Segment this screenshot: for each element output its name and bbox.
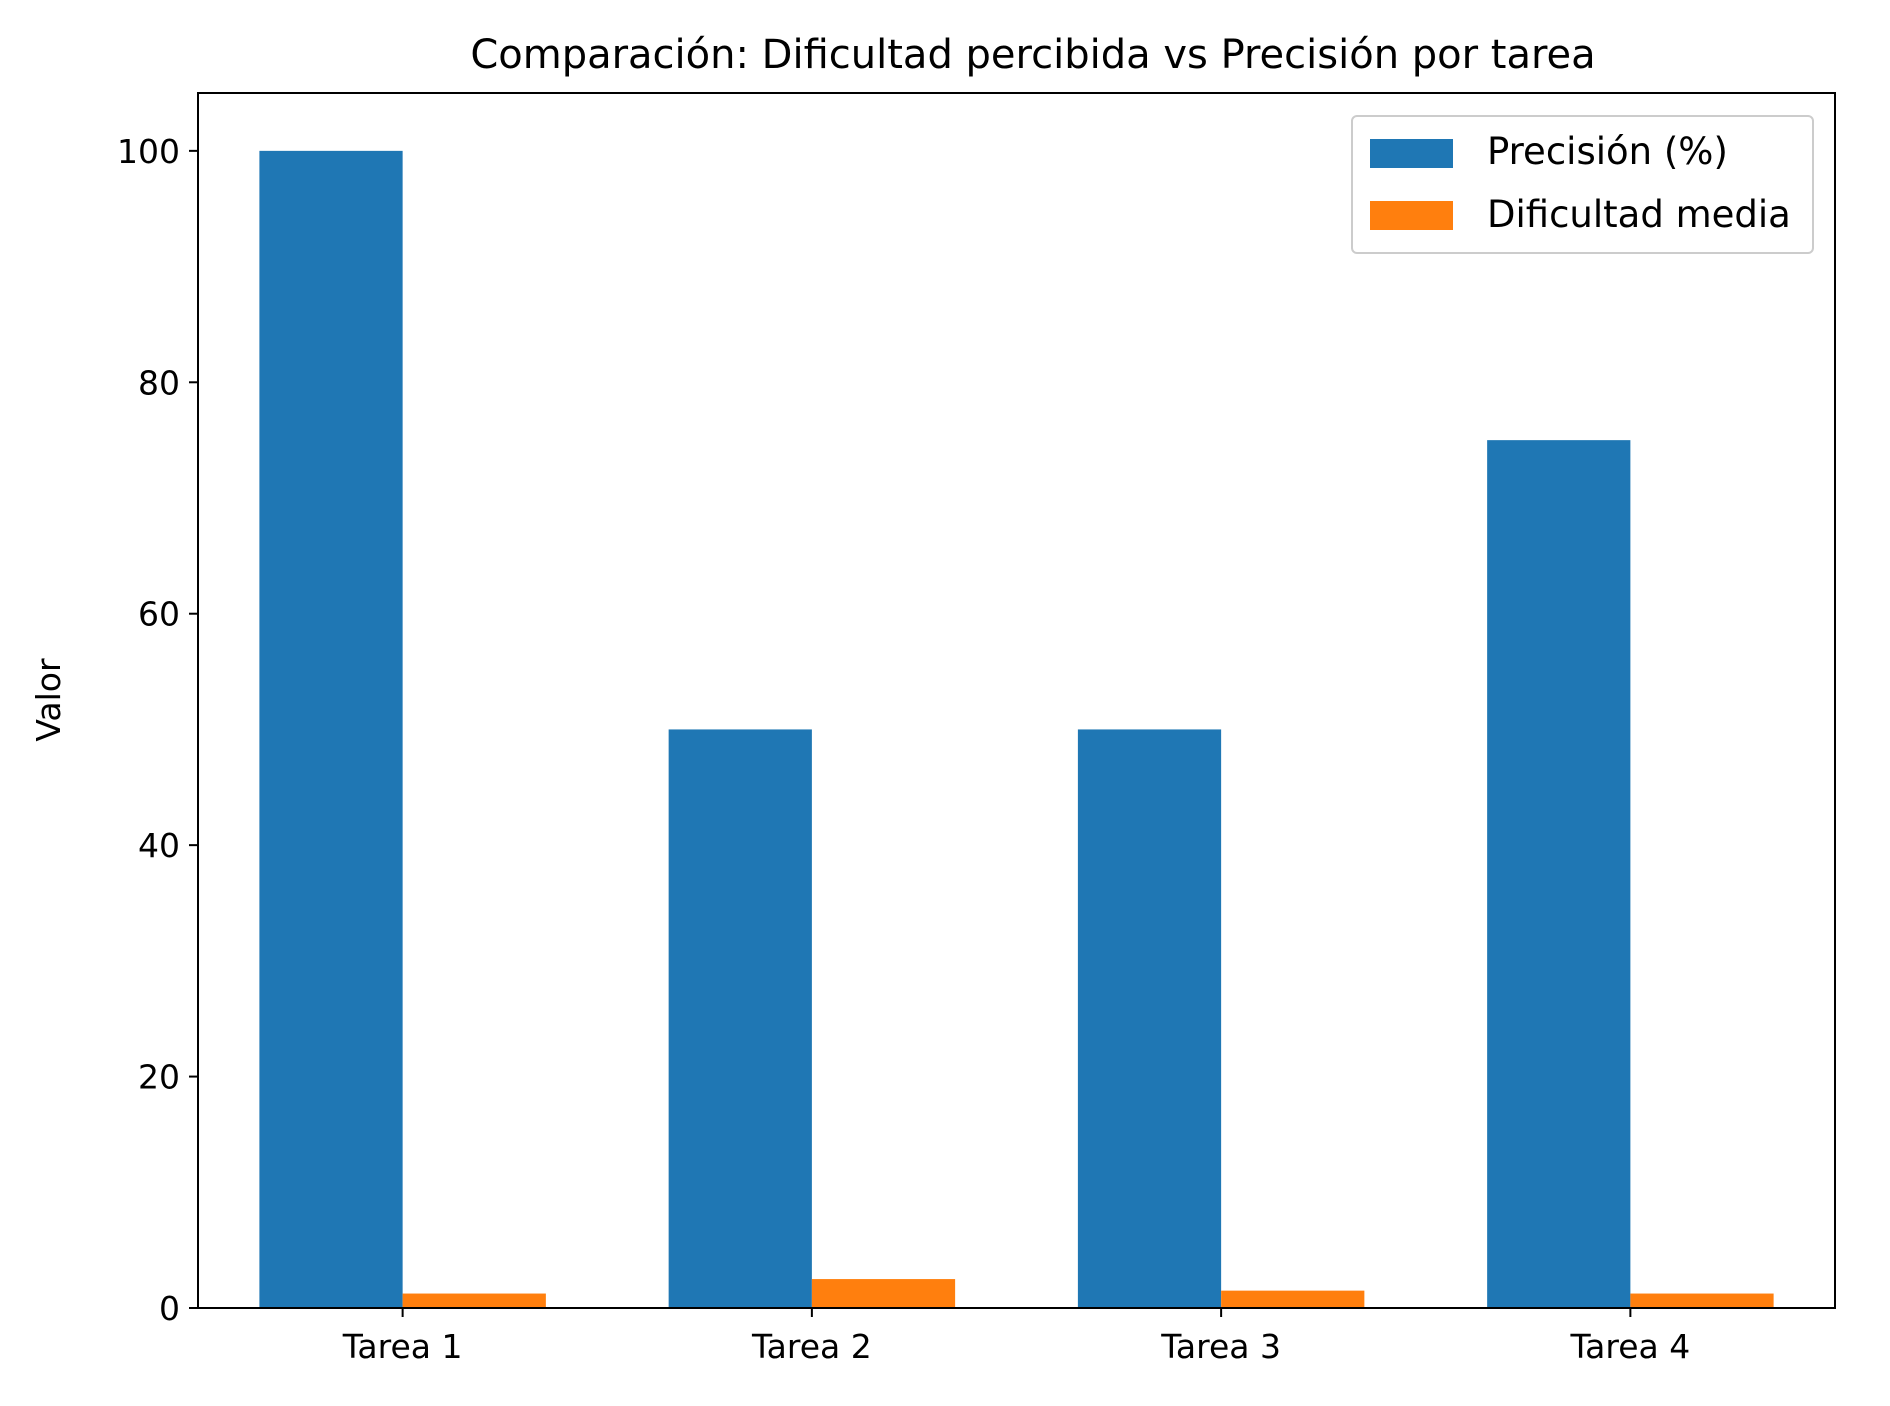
y-axis-label: Valor — [29, 658, 68, 742]
bar-difficulty-1 — [402, 1293, 546, 1308]
bar-difficulty-3 — [1221, 1290, 1365, 1308]
y-axis: 0 20 40 60 80 100 — [117, 132, 198, 1328]
legend-frame — [1351, 115, 1814, 254]
x-tick-label-2: Tarea 2 — [751, 1327, 872, 1366]
legend-label-precision: Precisión (%) — [1487, 130, 1728, 173]
x-tick-label-3: Tarea 3 — [1160, 1327, 1281, 1366]
x-tick-label-1: Tarea 1 — [342, 1327, 463, 1366]
x-tick-label-4: Tarea 4 — [1569, 1327, 1690, 1366]
legend: Precisión (%) Dificultad media — [1351, 115, 1814, 254]
y-tick-label-60: 60 — [138, 595, 180, 634]
bar-precision-2 — [668, 729, 812, 1308]
bar-difficulty-4 — [1630, 1293, 1774, 1308]
legend-swatch-difficulty — [1370, 201, 1453, 230]
y-tick-label-40: 40 — [138, 826, 180, 865]
bar-precision-4 — [1487, 440, 1631, 1308]
y-tick-label-80: 80 — [138, 363, 180, 402]
y-tick-label-100: 100 — [117, 132, 180, 171]
y-tick-label-0: 0 — [159, 1289, 180, 1328]
bar-precision-1 — [259, 150, 403, 1309]
y-tick-label-20: 20 — [138, 1058, 180, 1097]
bar-difficulty-2 — [811, 1279, 956, 1308]
x-axis: Tarea 1 Tarea 2 Tarea 3 Tarea 4 — [342, 1308, 1690, 1366]
plot-frame — [197, 92, 1836, 1309]
chart-title: Comparación: Dificultad percibida vs Pre… — [470, 32, 1595, 78]
bar-precision-3 — [1077, 729, 1222, 1308]
bars-group — [259, 150, 1774, 1309]
legend-label-difficulty: Dificultad media — [1487, 193, 1791, 236]
legend-swatch-precision — [1370, 139, 1453, 168]
